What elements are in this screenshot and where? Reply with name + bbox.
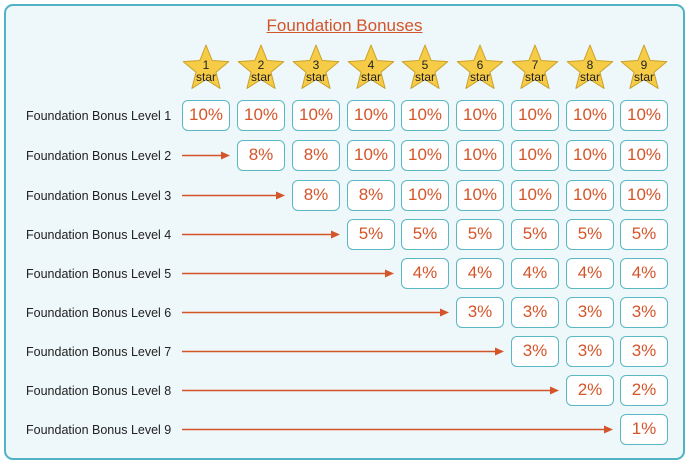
- bonus-cell: 10%: [511, 140, 559, 171]
- star-label: star: [633, 70, 654, 84]
- bonus-cell: 5%: [347, 219, 395, 250]
- star-icon: 3 star: [290, 44, 342, 92]
- star-icon: 1 star: [180, 44, 232, 92]
- bonus-cell: 3%: [620, 336, 668, 367]
- bonus-cell: 3%: [511, 297, 559, 328]
- star-number: 1: [202, 58, 210, 72]
- row-label: Foundation Bonus Level 8: [26, 384, 172, 398]
- bonus-cell: 4%: [401, 258, 449, 289]
- bonus-cell: 5%: [456, 219, 504, 250]
- bonus-cell: 10%: [620, 140, 668, 171]
- bonus-cell: 10%: [566, 100, 614, 131]
- bonus-cell: 4%: [620, 258, 668, 289]
- bonus-cell: 10%: [511, 180, 559, 211]
- star-number: 7: [531, 58, 539, 72]
- star-icon: 6 star: [454, 44, 506, 92]
- bonus-cell: 10%: [456, 100, 504, 131]
- star-icon: 7 star: [509, 44, 561, 92]
- bonus-cell: 2%: [620, 375, 668, 406]
- row-label: Foundation Bonus Level 4: [26, 228, 172, 242]
- arrow-head-icon: [385, 269, 394, 278]
- arrow-head-icon: [604, 425, 613, 434]
- star-label: star: [469, 70, 490, 84]
- arrow-head-icon: [331, 230, 340, 239]
- star-number: 4: [367, 58, 375, 72]
- bonus-cell: 10%: [620, 180, 668, 211]
- row-label: Foundation Bonus Level 9: [26, 423, 172, 437]
- bonus-cell: 2%: [566, 375, 614, 406]
- star-label: star: [305, 70, 326, 84]
- bonus-cell: 5%: [620, 219, 668, 250]
- star-number: 5: [421, 58, 429, 72]
- star-label: star: [579, 70, 600, 84]
- star-number: 3: [312, 58, 320, 72]
- bonus-cell: 5%: [566, 219, 614, 250]
- bonus-cell: 10%: [401, 100, 449, 131]
- bonus-cell: 5%: [401, 219, 449, 250]
- bonus-cell: 3%: [566, 297, 614, 328]
- bonus-cell: 10%: [511, 100, 559, 131]
- bonus-cell: 10%: [182, 100, 230, 131]
- bonus-cell: 10%: [347, 140, 395, 171]
- bonus-cell: 10%: [292, 100, 340, 131]
- bonus-cell: 1%: [620, 414, 668, 445]
- bonus-cell: 10%: [566, 140, 614, 171]
- star-icon: 8 star: [564, 44, 616, 92]
- bonus-cell: 4%: [511, 258, 559, 289]
- bonus-cell: 10%: [401, 180, 449, 211]
- bonus-cell: 8%: [292, 140, 340, 171]
- star-number: 8: [586, 58, 594, 72]
- bonus-cell: 10%: [456, 140, 504, 171]
- star-number: 2: [257, 58, 265, 72]
- bonus-cell: 8%: [292, 180, 340, 211]
- star-number: 9: [640, 58, 648, 72]
- star-number: 6: [476, 58, 484, 72]
- row-label: Foundation Bonus Level 7: [26, 345, 172, 359]
- page-title: Foundation Bonuses: [266, 16, 423, 35]
- arrow-head-icon: [495, 347, 504, 356]
- bonus-cell: 10%: [620, 100, 668, 131]
- bonus-cell: 3%: [620, 297, 668, 328]
- row-label: Foundation Bonus Level 3: [26, 189, 172, 203]
- bonus-cell: 8%: [347, 180, 395, 211]
- bonus-cell: 3%: [566, 336, 614, 367]
- bonus-cell: 3%: [511, 336, 559, 367]
- bonus-cell: 10%: [401, 140, 449, 171]
- star-label: star: [360, 70, 381, 84]
- star-label: star: [250, 70, 271, 84]
- bonus-cell: 3%: [456, 297, 504, 328]
- star-icon: 2 star: [235, 44, 287, 92]
- row-label: Foundation Bonus Level 1: [26, 109, 172, 123]
- row-label: Foundation Bonus Level 5: [26, 267, 172, 281]
- star-icon: 9 star: [618, 44, 670, 92]
- bonus-cell: 10%: [566, 180, 614, 211]
- bonus-cell: 4%: [566, 258, 614, 289]
- star-label: star: [414, 70, 435, 84]
- bonus-cell: 10%: [237, 100, 285, 131]
- star-label: star: [195, 70, 216, 84]
- bonus-cell: 5%: [511, 219, 559, 250]
- bonus-cell: 4%: [456, 258, 504, 289]
- star-label: star: [524, 70, 545, 84]
- star-icon: 4 star: [345, 44, 397, 92]
- arrow-head-icon: [221, 151, 230, 160]
- star-icon: 5 star: [399, 44, 451, 92]
- bonus-cell: 10%: [347, 100, 395, 131]
- bonus-cell: 8%: [237, 140, 285, 171]
- bonus-cell: 10%: [456, 180, 504, 211]
- arrow-head-icon: [440, 308, 449, 317]
- arrow-head-icon: [276, 191, 285, 200]
- row-label: Foundation Bonus Level 2: [26, 149, 172, 163]
- arrow-head-icon: [550, 386, 559, 395]
- row-label: Foundation Bonus Level 6: [26, 306, 172, 320]
